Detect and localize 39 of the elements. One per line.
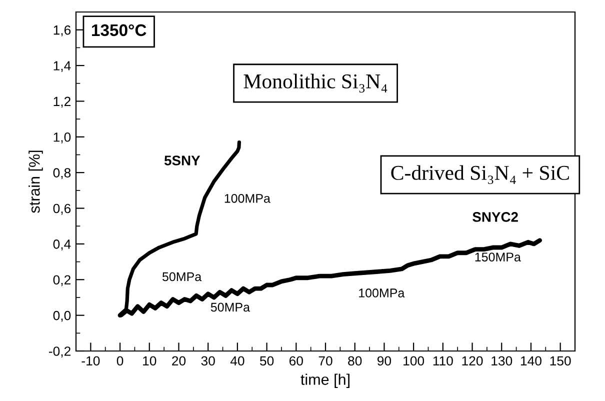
x-tick-label: -10: [82, 356, 100, 366]
y-tick-label: 0,8: [53, 168, 71, 180]
annotation: 1350°C: [92, 24, 146, 36]
x-tick-label: 50: [260, 356, 274, 366]
y-tick-label: 1,2: [54, 96, 70, 108]
x-tick-label: 120: [462, 356, 483, 366]
x-tick-label: 130: [492, 356, 512, 366]
annotation: 150MPa: [475, 252, 521, 262]
x-tick-label: 40: [230, 356, 244, 366]
x-tick-label: 0: [116, 356, 124, 366]
annotation: 100MPa: [359, 288, 405, 298]
x-tick-label: 110: [433, 356, 453, 366]
annotation: Monolithic Si₃N₄: [244, 74, 388, 93]
x-tick-label: 30: [201, 356, 215, 366]
x-tick-label: 60: [289, 356, 303, 366]
x-tick-label: 150: [550, 356, 571, 366]
y-tick-label: 0,2: [53, 275, 70, 286]
y-tick-label: 0,6: [53, 204, 71, 215]
y-tick-label: 0,0: [53, 310, 71, 322]
x-tick-label: 70: [318, 356, 332, 366]
x-tick-label: 80: [348, 356, 362, 366]
annotation: 50MPa: [162, 272, 202, 282]
y-axis-title: strain [%]: [28, 150, 43, 213]
x-tick-label: 20: [172, 356, 186, 366]
x-tick-label: 100: [404, 356, 424, 366]
x-tick-label: 90: [377, 356, 392, 366]
annotation: 100MPa: [224, 194, 270, 203]
y-tick-label: 0,4: [53, 240, 71, 250]
x-axis-title: time [h]: [300, 374, 350, 388]
y-tick-label: 1,4: [54, 61, 71, 72]
annotation: 50MPa: [210, 302, 250, 312]
y-tick-label: 1,6: [54, 25, 71, 36]
series-label: SNYC2: [472, 212, 518, 222]
series-label: 5SNY: [164, 156, 200, 166]
x-tick-label: 140: [520, 356, 542, 366]
y-tick-label: 1,0: [54, 132, 71, 144]
x-tick-label: 10: [143, 356, 156, 366]
y-tick-label: -0,2: [48, 346, 70, 358]
annotation: C-drived Si₃N₄ + SiC: [391, 165, 569, 184]
